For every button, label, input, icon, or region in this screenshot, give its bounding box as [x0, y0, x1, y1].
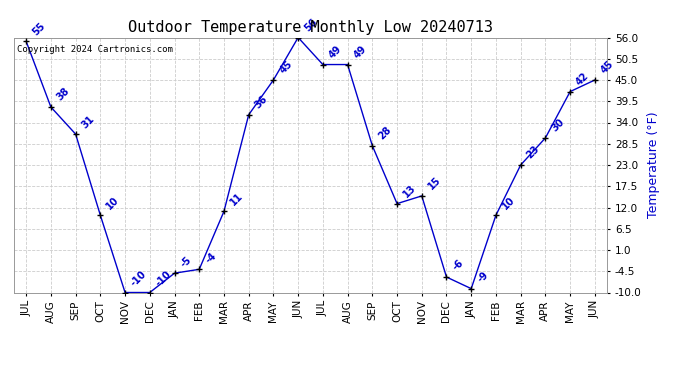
Text: 49: 49	[327, 44, 344, 60]
Y-axis label: Temperature (°F): Temperature (°F)	[647, 112, 660, 218]
Text: 28: 28	[377, 125, 393, 141]
Text: 42: 42	[574, 71, 591, 87]
Text: 36: 36	[253, 94, 270, 111]
Text: 45: 45	[277, 59, 294, 76]
Text: 56: 56	[302, 17, 319, 33]
Text: -6: -6	[451, 258, 465, 273]
Title: Outdoor Temperature Monthly Low 20240713: Outdoor Temperature Monthly Low 20240713	[128, 20, 493, 35]
Text: 23: 23	[525, 144, 542, 161]
Text: 10: 10	[500, 195, 517, 211]
Text: -10: -10	[154, 269, 173, 288]
Text: 30: 30	[549, 117, 566, 134]
Text: 49: 49	[352, 44, 368, 60]
Text: -5: -5	[179, 254, 193, 269]
Text: 31: 31	[80, 113, 97, 130]
Text: -4: -4	[204, 251, 218, 265]
Text: 55: 55	[30, 21, 47, 37]
Text: 13: 13	[401, 183, 418, 200]
Text: 45: 45	[599, 59, 615, 76]
Text: Copyright 2024 Cartronics.com: Copyright 2024 Cartronics.com	[17, 45, 172, 54]
Text: -9: -9	[475, 270, 490, 285]
Text: 38: 38	[55, 86, 72, 103]
Text: 10: 10	[104, 195, 121, 211]
Text: 15: 15	[426, 175, 442, 192]
Text: -10: -10	[129, 269, 148, 288]
Text: 11: 11	[228, 190, 245, 207]
